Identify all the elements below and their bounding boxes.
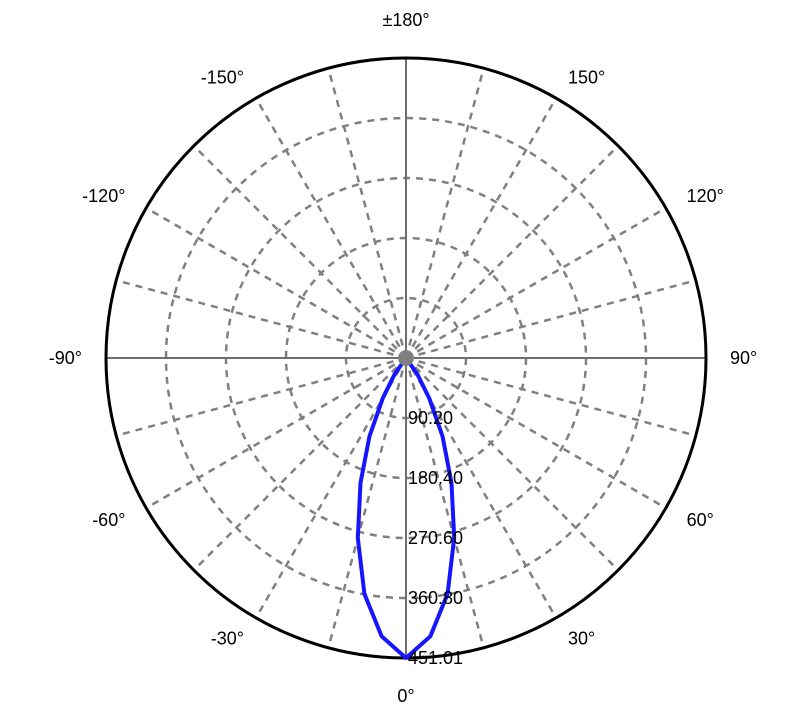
polar-chart: 90.20 180.40 270.60 360.80 451.01 ±180° 150° 12… — [0, 0, 812, 717]
angle-label: 60° — [687, 510, 714, 530]
angle-label: -90° — [49, 348, 82, 368]
angle-label: 120° — [687, 186, 724, 206]
radial-label: 451.01 — [408, 648, 463, 668]
radial-label: 180.40 — [408, 468, 463, 488]
angle-label: -150° — [201, 67, 244, 87]
radial-label: 270.60 — [408, 528, 463, 548]
radial-labels: 90.20 180.40 270.60 360.80 451.01 — [408, 408, 463, 668]
angle-label: -30° — [211, 629, 244, 649]
angle-label: 150° — [568, 67, 605, 87]
radial-label: 360.80 — [408, 588, 463, 608]
angle-label: -60° — [92, 510, 125, 530]
angle-label: 30° — [568, 629, 595, 649]
radial-label: 90.20 — [408, 408, 453, 428]
angle-label: -120° — [82, 186, 125, 206]
angle-label: ±180° — [382, 10, 429, 30]
center-dot — [398, 350, 414, 366]
angle-label: 0° — [397, 686, 414, 706]
angle-label: 90° — [730, 348, 757, 368]
